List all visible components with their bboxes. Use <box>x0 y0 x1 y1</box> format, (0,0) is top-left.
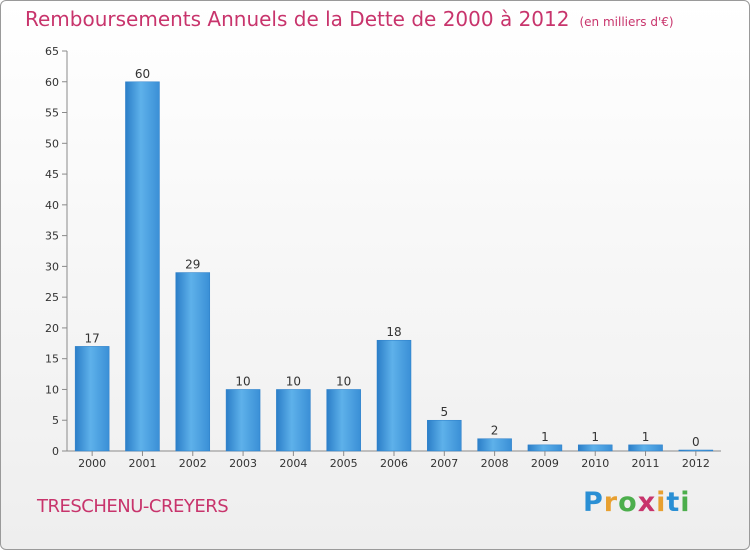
x-tick-label: 2001 <box>128 457 156 470</box>
bar <box>376 339 412 452</box>
data-label: 1 <box>541 430 549 444</box>
logo-letter: P <box>583 487 604 518</box>
y-tick-label: 15 <box>45 353 59 366</box>
data-label: 0 <box>692 435 700 449</box>
y-tick-label: 60 <box>45 76 59 89</box>
bar <box>678 449 714 452</box>
data-label: 1 <box>642 430 650 444</box>
data-label: 29 <box>185 258 200 272</box>
y-tick-label: 40 <box>45 199 59 212</box>
data-label: 17 <box>85 331 100 345</box>
y-tick-label: 50 <box>45 137 59 150</box>
x-tick-label: 2009 <box>531 457 559 470</box>
bar <box>577 444 613 452</box>
chart-title: Remboursements Annuels de la Dette de 20… <box>25 7 674 31</box>
y-tick-label: 65 <box>45 45 59 58</box>
data-label: 60 <box>135 67 150 81</box>
chart-title-text: Remboursements Annuels de la Dette de 20… <box>25 7 570 31</box>
commune-name: TRESCHENU-CREYERS <box>37 496 229 517</box>
bar <box>326 389 361 452</box>
y-tick-label: 10 <box>45 383 59 396</box>
y-tick-label: 20 <box>45 322 59 335</box>
x-tick-label: 2008 <box>481 457 509 470</box>
bar <box>527 444 563 452</box>
data-label: 18 <box>386 325 401 339</box>
x-tick-label: 2005 <box>330 457 358 470</box>
bar <box>628 444 663 452</box>
bar <box>225 389 261 452</box>
bar <box>74 346 110 452</box>
proxiti-logo[interactable]: Proxiti <box>583 487 691 518</box>
x-tick-label: 2003 <box>229 457 257 470</box>
x-tick-label: 2002 <box>179 457 207 470</box>
data-label: 1 <box>591 430 599 444</box>
data-label: 10 <box>336 374 351 388</box>
x-tick-label: 2011 <box>632 457 660 470</box>
logo-letter: x <box>637 487 657 518</box>
logo-letter: i <box>680 487 691 518</box>
x-tick-label: 2000 <box>78 457 106 470</box>
logo-letter: t <box>666 487 681 518</box>
y-tick-label: 5 <box>52 414 59 427</box>
bar <box>427 419 462 452</box>
y-tick-label: 30 <box>45 260 59 273</box>
y-tick-label: 35 <box>45 230 59 243</box>
x-tick-label: 2004 <box>279 457 307 470</box>
x-tick-label: 2012 <box>682 457 710 470</box>
data-label: 10 <box>286 374 301 388</box>
logo-letter: i <box>656 487 667 518</box>
logo-letter: r <box>603 487 619 518</box>
data-label: 10 <box>235 374 250 388</box>
data-label: 5 <box>440 405 448 419</box>
data-label: 2 <box>491 424 499 438</box>
bar <box>276 389 311 452</box>
y-tick-label: 25 <box>45 291 59 304</box>
bar <box>477 438 512 452</box>
y-tick-label: 45 <box>45 168 59 181</box>
y-tick-label: 0 <box>52 445 59 458</box>
x-tick-label: 2006 <box>380 457 408 470</box>
logo-letter: o <box>618 487 638 518</box>
bar <box>125 81 160 452</box>
x-tick-label: 2010 <box>581 457 609 470</box>
x-tick-label: 2007 <box>430 457 458 470</box>
chart-subtitle: (en milliers d'€) <box>579 15 674 29</box>
bar <box>175 272 211 452</box>
y-tick-label: 55 <box>45 107 59 120</box>
